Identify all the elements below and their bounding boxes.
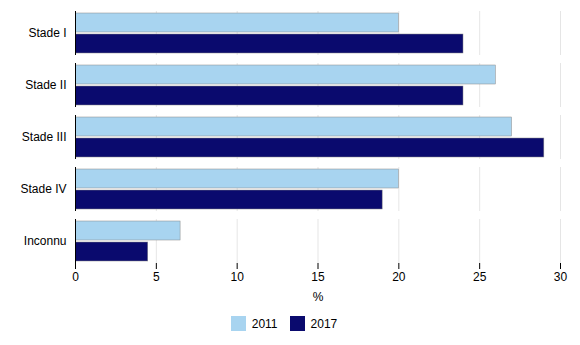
svg-text:Stade I: Stade I — [28, 26, 66, 40]
html-text:2017: 2017 — [310, 316, 338, 331]
svg-text:10: 10 — [230, 270, 244, 284]
svg-text:Stade IV: Stade IV — [20, 182, 66, 196]
svg-text:Inconnu: Inconnu — [24, 234, 67, 248]
svg-text:30: 30 — [554, 270, 568, 284]
svg-text:25: 25 — [473, 270, 487, 284]
svg-text:15: 15 — [311, 270, 325, 284]
svg-text:5: 5 — [153, 270, 160, 284]
svg-text:%: % — [313, 290, 324, 304]
html-text:2011: 2011 — [251, 316, 278, 331]
svg-text:20: 20 — [392, 270, 406, 284]
svg-text:Stade III: Stade III — [22, 130, 67, 144]
svg-text:Stade II: Stade II — [25, 78, 66, 92]
svg-text:0: 0 — [72, 270, 79, 284]
